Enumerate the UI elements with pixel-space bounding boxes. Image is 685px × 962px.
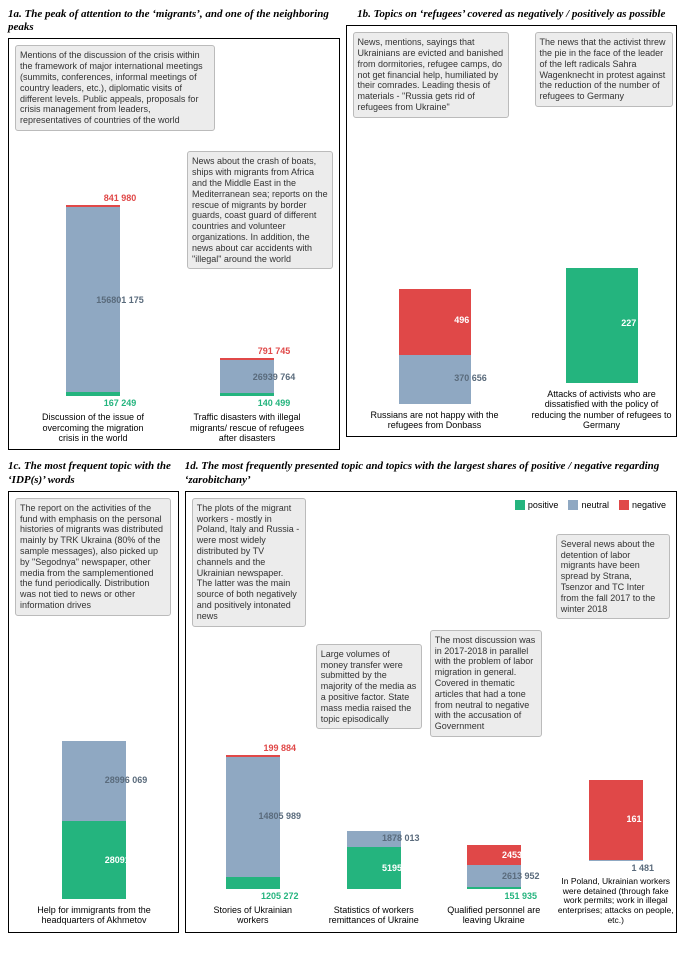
bar-seg: 2613 952 <box>467 865 521 887</box>
x-label: Russians are not happy with the refugees… <box>365 410 505 431</box>
panel-c-callout-1: The report on the activities of the fund… <box>15 498 171 616</box>
panel-a-title: 1a. The peak of attention to the ‘migran… <box>8 8 340 34</box>
bar-seg: 1 481 <box>589 860 643 861</box>
x-label: Attacks of activists who are dissatisfie… <box>529 389 675 430</box>
legend-negative: negative <box>619 500 666 510</box>
panel-d-title: 1d. The most frequently presented topic … <box>185 460 677 486</box>
swatch-neutral-icon <box>568 500 578 510</box>
bar-seg: 151 935 <box>467 887 521 889</box>
x-label: Statistics of workers remittances of Ukr… <box>318 905 430 926</box>
panel-d-callout-4: Several news about the detention of labo… <box>556 534 670 620</box>
bar-seg: 1878 013 <box>347 831 401 847</box>
bar-seg: 156801 175 <box>66 207 120 392</box>
x-label: Qualified personnel are leaving Ukraine <box>438 905 550 926</box>
bar-seg: 14805 989 <box>226 757 280 877</box>
panel-a-chart: 841 980 156801 175 167 249 Discussion of… <box>15 193 335 443</box>
bar-seg: 28091 372 <box>62 821 126 899</box>
bar-seg: 496 083 <box>399 289 471 355</box>
panel-d-callout-1: The plots of the migrant workers - mostl… <box>192 498 306 627</box>
panel-a-callout-1: Mentions of the discussion of the crisis… <box>15 45 215 131</box>
panel-b-callout-1: News, mentions, sayings that Ukrainians … <box>353 32 509 118</box>
bar-seg: 140 499 <box>220 393 274 396</box>
panel-b: News, mentions, sayings that Ukrainians … <box>346 25 678 437</box>
bar-seg: 227 086 <box>566 268 638 383</box>
panel-d-chart: 199 884 14805 989 1205 272 Stories of Uk… <box>192 696 674 926</box>
x-label: Traffic disasters with illegal migrants/… <box>187 412 307 443</box>
panel-b-title: 1b. Topics on ‘refugees’ covered as nega… <box>346 8 678 21</box>
swatch-positive-icon <box>515 500 525 510</box>
panel-c-title: 1c. The most frequent topic with the ‘ID… <box>8 460 179 486</box>
legend-positive: positive <box>515 500 559 510</box>
bar-seg: 26939 764 <box>220 360 274 393</box>
bar-seg: 1205 272 <box>226 877 280 889</box>
x-label: Discussion of the issue of overcoming th… <box>33 412 153 443</box>
panel-a: Mentions of the discussion of the crisis… <box>8 38 340 450</box>
bar-seg: 5195 807 <box>347 847 401 889</box>
panel-d: positive neutral negative The plots of t… <box>185 491 677 933</box>
x-label: Stories of Ukrainian workers <box>198 905 308 926</box>
panel-b-chart: 496 083 370 656 Russians are not happy w… <box>353 220 673 430</box>
legend: positive neutral negative <box>515 500 666 510</box>
x-label: Help for immigrants from the headquarter… <box>27 905 161 926</box>
bar-seg: 2453 597 <box>467 845 521 865</box>
swatch-negative-icon <box>619 500 629 510</box>
bar-seg: 370 656 <box>399 355 471 404</box>
x-label: In Poland, Ukrainian workers were detain… <box>558 877 674 926</box>
bar-seg: 167 249 <box>66 392 120 396</box>
panel-c-chart: 28996 069 28091 372 Help for immigrants … <box>15 696 173 926</box>
bar-seg: 28996 069 <box>62 741 126 821</box>
legend-neutral: neutral <box>568 500 609 510</box>
bar-seg: 161 586 <box>589 780 643 860</box>
panel-c: The report on the activities of the fund… <box>8 491 179 933</box>
panel-b-callout-2: The news that the activist threw the pie… <box>535 32 673 107</box>
